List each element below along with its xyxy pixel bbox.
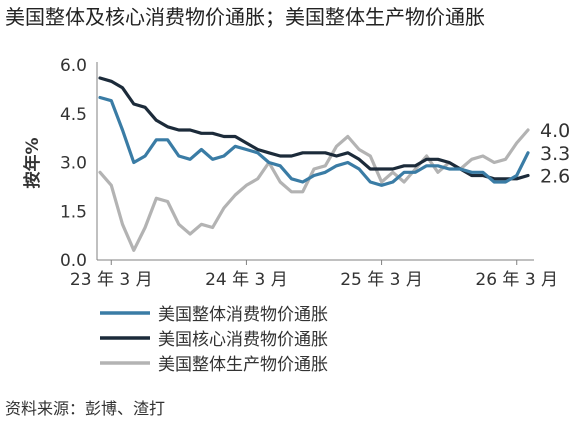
x-tick-label: 24 年 3 月 [205, 270, 288, 290]
series-line-1 [98, 95, 530, 187]
x-tick-label: 25 年 3 月 [340, 270, 423, 290]
x-tick-label: 26 年 3 月 [475, 270, 558, 290]
end-labels: 3.32.6 4.0 [540, 120, 570, 188]
x-tick-label: 23 年 3 月 [70, 270, 153, 290]
legend-label-1: 美国整体消费物价通胀 [158, 305, 328, 325]
legend-label-3: 美国整体生产物价通胀 [158, 355, 328, 375]
source-note: 资料来源：彭博、渣打 [5, 399, 166, 418]
series-line-2 [98, 76, 530, 181]
series-line-3 [98, 128, 530, 252]
legend-label-2: 美国核心消费物价通胀 [158, 330, 328, 350]
x-tick-group: 23 年 3 月 24 年 3 月 25 年 3 月 26 年 3 月 [70, 260, 558, 290]
series-lines [98, 76, 530, 252]
end-label-2: 2.6 [540, 166, 570, 188]
end-label-1: 3.3 [540, 143, 570, 165]
chart-title: 美国整体及核心消费物价通胀；美国整体生产物价通胀 [5, 5, 485, 29]
y-axis-label: 按年% [22, 137, 43, 188]
y-tick-label: 4.5 [60, 105, 87, 125]
y-tick-label: 1.5 [60, 202, 87, 222]
end-label-3: 4.0 [540, 120, 570, 142]
y-tick-group: 0.0 1.5 3.0 4.5 6.0 [60, 56, 87, 271]
axes [96, 62, 534, 261]
y-tick-label: 3.0 [60, 154, 87, 174]
y-tick-label: 0.0 [60, 251, 87, 271]
y-tick-label: 6.0 [60, 56, 87, 76]
